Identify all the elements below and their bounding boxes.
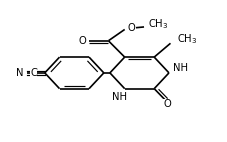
- Text: N: N: [16, 68, 23, 78]
- Text: O: O: [78, 36, 86, 46]
- Text: NH: NH: [172, 63, 187, 73]
- Text: CH$_3$: CH$_3$: [176, 33, 196, 46]
- Text: O: O: [127, 23, 135, 33]
- Text: CH$_3$: CH$_3$: [148, 17, 168, 31]
- Text: C: C: [30, 68, 37, 78]
- Text: NH: NH: [112, 92, 126, 102]
- Text: O: O: [163, 99, 170, 109]
